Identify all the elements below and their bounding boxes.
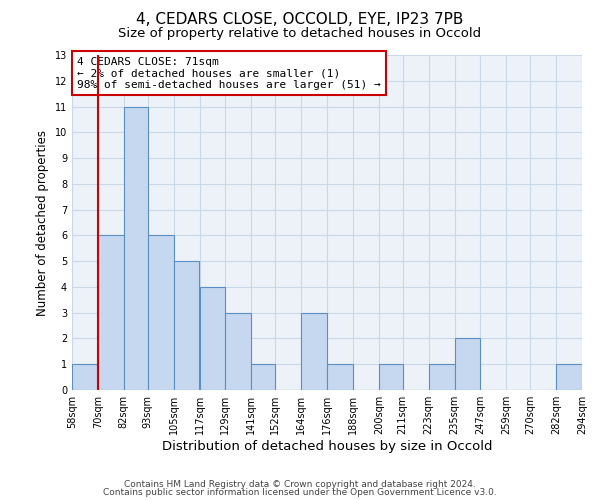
Bar — [251, 364, 275, 390]
Bar — [148, 236, 173, 390]
Text: Size of property relative to detached houses in Occold: Size of property relative to detached ho… — [118, 28, 482, 40]
Bar — [327, 364, 353, 390]
Y-axis label: Number of detached properties: Number of detached properties — [36, 130, 49, 316]
X-axis label: Distribution of detached houses by size in Occold: Distribution of detached houses by size … — [162, 440, 492, 453]
Text: Contains public sector information licensed under the Open Government Licence v3: Contains public sector information licen… — [103, 488, 497, 497]
Bar — [72, 364, 98, 390]
Bar — [199, 287, 226, 390]
Bar — [455, 338, 481, 390]
Bar — [226, 312, 251, 390]
Bar — [124, 106, 148, 390]
Text: 4 CEDARS CLOSE: 71sqm
← 2% of detached houses are smaller (1)
98% of semi-detach: 4 CEDARS CLOSE: 71sqm ← 2% of detached h… — [77, 56, 381, 90]
Text: 4, CEDARS CLOSE, OCCOLD, EYE, IP23 7PB: 4, CEDARS CLOSE, OCCOLD, EYE, IP23 7PB — [136, 12, 464, 28]
Bar — [556, 364, 582, 390]
Text: Contains HM Land Registry data © Crown copyright and database right 2024.: Contains HM Land Registry data © Crown c… — [124, 480, 476, 489]
Bar — [98, 236, 124, 390]
Bar — [301, 312, 327, 390]
Bar — [379, 364, 403, 390]
Bar — [173, 261, 199, 390]
Bar — [428, 364, 455, 390]
